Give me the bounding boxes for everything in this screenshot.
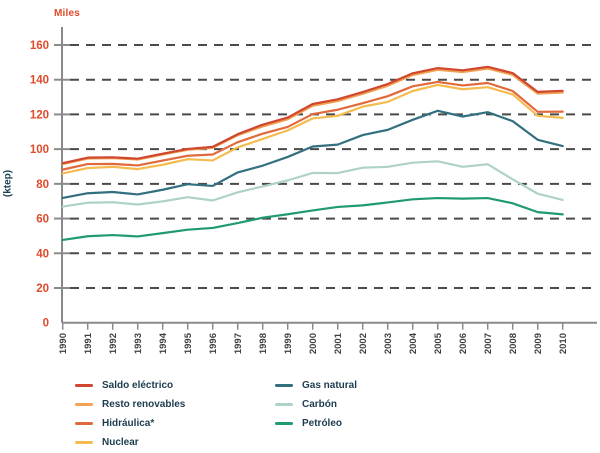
legend-item-hidraulica: Hidráulica* (75, 414, 185, 433)
legend-item-resto-renovables: Resto renovables (75, 395, 185, 414)
x-tick-label-1995: 1995 (183, 332, 194, 354)
legend-item-gas-natural: Gas natural (275, 376, 357, 395)
legend-label-carbon: Carbón (302, 399, 337, 410)
series-line-nuclear (61, 83, 564, 175)
y-tick-label-40: 40 (36, 248, 49, 260)
legend-item-saldo-electrico: Saldo eléctrico (75, 376, 185, 395)
series-line-carbon (61, 160, 564, 208)
legend-item-carbon: Carbón (275, 395, 357, 414)
legend-item-nuclear: Nuclear (75, 433, 185, 452)
legend-label-saldo-electrico: Saldo eléctrico (102, 380, 174, 391)
x-tick-label-2001: 2001 (333, 332, 344, 354)
y-tick-label-140: 140 (30, 75, 49, 87)
legend-swatch-saldo-electrico (75, 384, 93, 387)
x-tick-label-2008: 2008 (508, 333, 519, 354)
legend-swatch-petroleo (275, 422, 293, 425)
y-tick-label-160: 160 (30, 40, 49, 52)
series-line-hidraulica (61, 80, 564, 171)
x-tick-label-1994: 1994 (158, 332, 169, 354)
x-tick-label-2003: 2003 (383, 333, 394, 354)
legend-swatch-carbon (275, 403, 293, 406)
x-tick-label-1999: 1999 (283, 333, 294, 354)
x-tick-label-2010: 2010 (558, 333, 569, 354)
x-tick-label-1991: 1991 (83, 332, 94, 354)
legend-label-nuclear: Nuclear (102, 437, 139, 448)
y-tick-label-80: 80 (36, 179, 49, 191)
x-tick-label-2004: 2004 (408, 332, 419, 354)
y-tick-label-100: 100 (30, 144, 49, 156)
x-tick-label-2006: 2006 (458, 333, 469, 354)
y-tick-label-120: 120 (30, 109, 49, 121)
y-unit-label: Miles (54, 8, 81, 19)
legend-swatch-hidraulica (75, 422, 93, 425)
x-tick-label-2009: 2009 (533, 333, 544, 354)
series-line-saldo-electrico (61, 65, 564, 165)
legend-label-resto-renovables: Resto renovables (102, 399, 186, 410)
x-tick-label-2002: 2002 (358, 333, 369, 354)
x-tick-label-2007: 2007 (483, 333, 494, 354)
legend-swatch-resto-renovables (75, 403, 93, 406)
legend-item-petroleo: Petróleo (275, 414, 357, 433)
legend-swatch-nuclear (75, 441, 93, 444)
legend-label-gas-natural: Gas natural (302, 380, 358, 391)
y-tick-label-60: 60 (36, 214, 49, 226)
x-tick-label-2005: 2005 (433, 332, 444, 354)
x-tick-label-1990: 1990 (58, 333, 69, 354)
x-tick-label-2000: 2000 (308, 333, 319, 354)
legend-column-left: Saldo eléctrico Resto renovables Hidráulic… (75, 376, 185, 452)
series-line-petroleo (61, 196, 564, 242)
x-tick-label-1997: 1997 (233, 333, 244, 354)
y-tick-label-0: 0 (43, 318, 49, 330)
x-tick-label-1998: 1998 (258, 333, 269, 354)
legend-label-petroleo: Petróleo (302, 418, 343, 429)
y-tick-label-20: 20 (36, 283, 49, 295)
legend-label-hidraulica: Hidráulica* (102, 418, 155, 429)
legend-column-right: Gas natural Carbón Petróleo (275, 376, 357, 433)
series-line-gas-natural (61, 109, 564, 200)
x-tick-label-1992: 1992 (108, 333, 119, 354)
x-tick-label-1996: 1996 (208, 333, 219, 354)
legend-swatch-gas-natural (275, 384, 293, 387)
x-tick-label-1993: 1993 (133, 333, 144, 354)
